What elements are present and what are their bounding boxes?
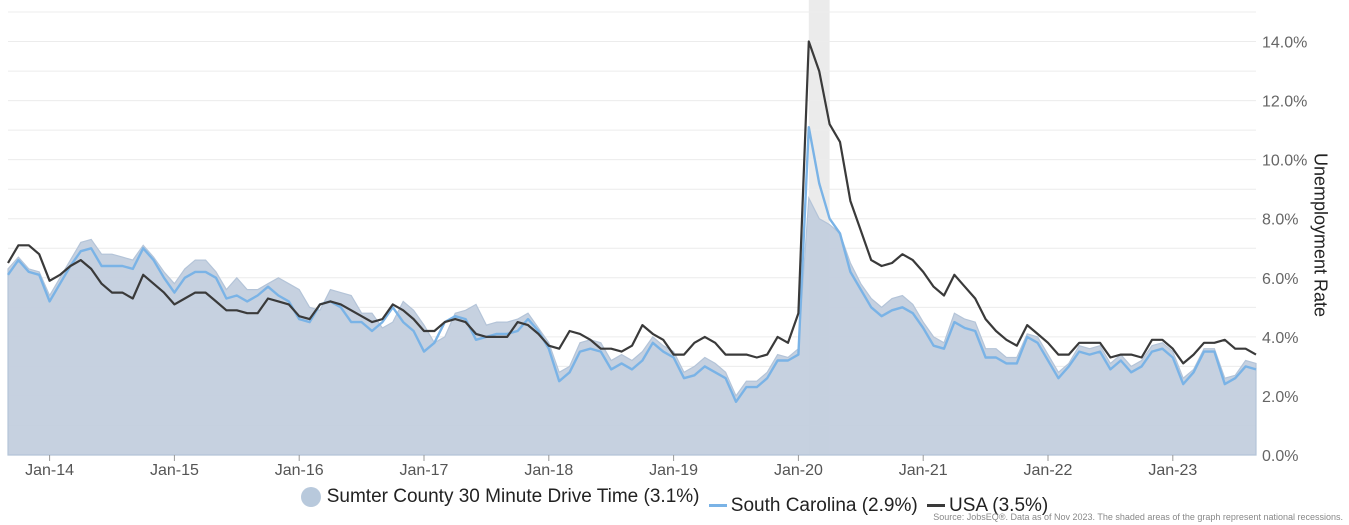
y-tick-label: 8.0% <box>1262 212 1298 229</box>
y-tick-label: 4.0% <box>1262 330 1298 347</box>
source-note: Source: JobsEQ®. Data as of Nov 2023. Th… <box>933 512 1343 522</box>
x-tick-label: Jan-15 <box>150 462 199 479</box>
x-tick-label: Jan-23 <box>1148 462 1197 479</box>
x-tick-label: Jan-21 <box>899 462 948 479</box>
x-tick-label: Jan-22 <box>1024 462 1073 479</box>
legend-label-sc: South Carolina (2.9%) <box>730 494 918 516</box>
legend-swatch-usa <box>926 504 945 507</box>
y-tick-label: 2.0% <box>1262 389 1298 406</box>
y-tick-label: 6.0% <box>1262 271 1298 288</box>
legend-swatch-sumter <box>300 487 321 507</box>
x-tick-label: Jan-18 <box>524 462 573 479</box>
legend-swatch-sc <box>708 504 727 507</box>
y-tick-label: 10.0% <box>1262 153 1307 170</box>
y-axis-title-wrap: Unemployment Rate <box>1311 153 1349 317</box>
y-tick-label: 14.0% <box>1262 35 1307 52</box>
series-area-sumter <box>7 195 1257 456</box>
x-tick-label: Jan-14 <box>25 462 74 479</box>
y-axis-title: Unemployment Rate <box>1310 152 1331 318</box>
y-tick-label: 12.0% <box>1262 94 1307 111</box>
x-tick-label: Jan-20 <box>774 462 823 479</box>
x-tick-label: Jan-16 <box>275 462 324 479</box>
series-line-south-carolina <box>7 126 1257 403</box>
legend: Sumter County 30 Minute Drive Time (3.1%… <box>0 486 1349 517</box>
legend-item-sc[interactable]: South Carolina (2.9%) <box>708 494 918 517</box>
legend-label-sumter: Sumter County 30 Minute Drive Time (3.1%… <box>326 486 700 507</box>
legend-item-sumter[interactable]: Sumter County 30 Minute Drive Time (3.1%… <box>300 486 700 508</box>
legend-item-usa[interactable]: USA (3.5%) <box>926 494 1049 517</box>
x-tick-label: Jan-19 <box>649 462 698 479</box>
y-tick-label: 0.0% <box>1262 448 1298 465</box>
legend-label-usa: USA (3.5%) <box>948 494 1049 516</box>
series-line-usa <box>7 40 1257 365</box>
x-tick-label: Jan-17 <box>400 462 449 479</box>
